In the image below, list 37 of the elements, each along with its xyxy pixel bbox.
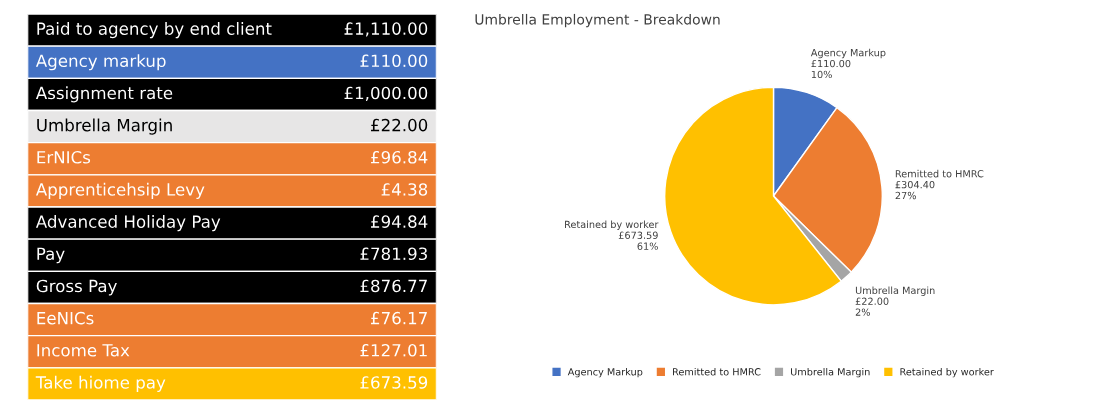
data-label: £76.17 [371,311,427,325]
data-label: £781.93 [360,247,427,261]
data-label: £110.00 [360,54,428,68]
data-label: £110.00 10% [811,59,851,79]
data-label: £673.59 [360,376,428,389]
data-label: £1,000.00 [344,86,428,101]
legend-label: Agency Markup [567,367,643,378]
slice-label: Umbrella Margin [855,286,935,296]
legend-label: Remitted to HMRC [673,367,761,376]
category-label: Agency markup [35,54,166,71]
category-label: Advanced Holiday Pay [35,215,221,232]
data-label: £876.77 [360,279,427,293]
chart-title: Umbrella Employment - Breakdown [475,13,720,28]
data-label: £673.59 61% [618,231,658,250]
data-label: £127.01 [360,343,427,357]
legend-label: Retained by worker [900,367,994,378]
data-label: £22.00 [371,118,428,132]
legend-label: Umbrella Margin [791,367,870,378]
data-label: £96.84 [371,150,428,164]
category-label: Paid to agency by end client [37,22,272,39]
slice-label: Remitted to HMRC [895,169,984,178]
data-label: £94.84 [371,215,428,228]
category-label: ErNICs [37,150,91,164]
slice-label: Retained by worker [565,220,659,230]
data-label: £304.40 27% [895,180,935,200]
data-label: £22.00 2% [855,297,889,316]
category-label: Umbrella Margin [37,118,172,135]
data-label: £1,110.00 [344,22,428,37]
category-label: EeNICs [37,311,94,325]
category-label: Income Tax [37,344,130,357]
category-label: Apprenticehsip Levy [35,182,205,199]
category-label: Take hiome pay [35,375,166,392]
category-label: Pay [37,247,65,264]
category-label: Assignment rate [35,86,173,103]
slice-label: Agency Markup [810,48,886,59]
data-label: £4.38 [381,183,428,196]
category-label: Gross Pay [36,279,117,296]
